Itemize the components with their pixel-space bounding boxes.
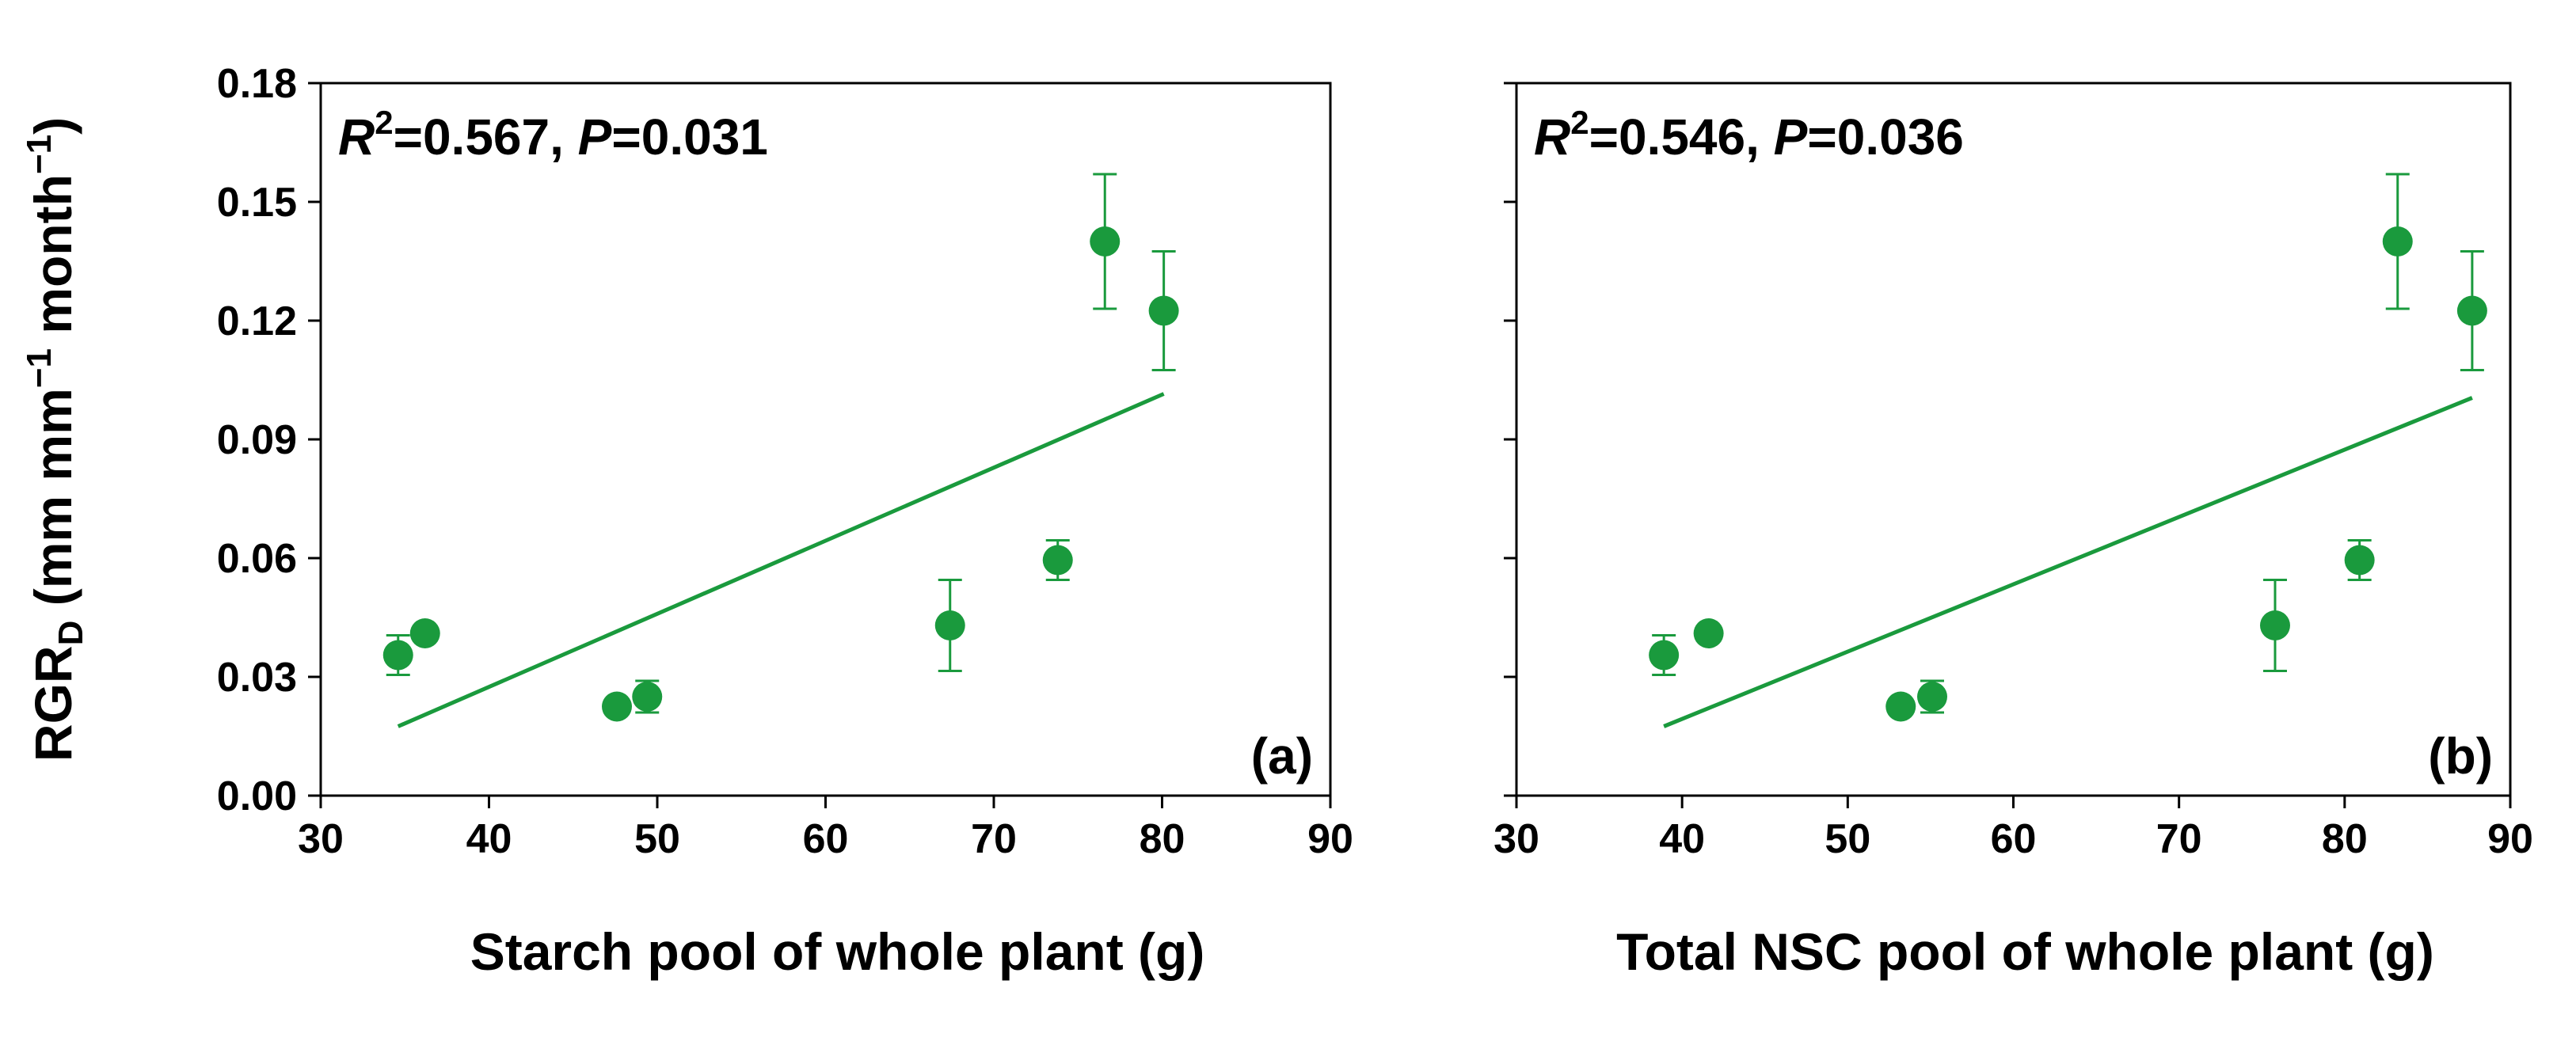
stats-annotation: R2=0.546, P=0.036 — [1534, 104, 1964, 165]
y-tick-label: 0.12 — [217, 298, 297, 344]
stats-p-label: P — [578, 108, 612, 165]
data-point — [632, 682, 663, 712]
x-tick-label: 60 — [1991, 816, 2037, 862]
data-point — [409, 618, 440, 648]
panel-b: 30 40 50 60 70 80 90 Total NSC pool of whole pl… — [1493, 82, 2533, 981]
y-axis-title: RGRD (mm mm−1 month−1) — [20, 117, 90, 762]
y-tick-label: 0.18 — [217, 61, 297, 107]
x-tick-label: 90 — [2487, 816, 2533, 862]
stats-r-value: =0.546, — [1589, 108, 1774, 165]
data-point — [602, 691, 632, 722]
stats-r-exp: 2 — [1570, 104, 1589, 141]
panel-label: (a) — [1251, 728, 1313, 785]
stats-p-value: =0.036 — [1807, 108, 1964, 165]
y-tick-label: 0.15 — [217, 180, 297, 226]
data-point — [1693, 618, 1724, 648]
data-point — [2344, 545, 2375, 576]
stats-annotation: R2=0.567, P=0.031 — [338, 104, 768, 165]
x-tick-label: 30 — [1493, 816, 1539, 862]
y-tick-label: 0.03 — [217, 655, 297, 701]
data-point — [1885, 691, 1916, 722]
y-title-exp1: −1 — [20, 348, 59, 388]
x-tick-label: 90 — [1307, 816, 1353, 862]
data-point — [1148, 295, 1179, 326]
stats-r-label: R — [338, 108, 375, 165]
y-title-units-b: month — [24, 174, 82, 348]
regression-line — [397, 392, 1165, 728]
x-tick-label: 80 — [2322, 816, 2368, 862]
stats-p-label: P — [1774, 108, 1808, 165]
y-tick-label: 0.09 — [217, 417, 297, 463]
x-tick-label: 40 — [1659, 816, 1705, 862]
y-title-units-a: (mm mm — [24, 388, 82, 620]
y-tick-label: 0.00 — [217, 773, 297, 819]
data-point — [2382, 226, 2413, 256]
stats-r-value: =0.567, — [394, 108, 578, 165]
data-point — [2456, 295, 2487, 326]
x-axis-title: Starch pool of whole plant (g) — [470, 922, 1205, 981]
x-tick-label: 50 — [1825, 816, 1870, 862]
x-tick-label: 80 — [1140, 816, 1185, 862]
regression-line — [1663, 396, 2473, 728]
panel-label: (b) — [2428, 728, 2493, 785]
x-tick-label: 60 — [803, 816, 849, 862]
y-title-close: ) — [24, 117, 82, 135]
data-point — [1649, 640, 1680, 671]
y-axis-title-group: RGRD (mm mm−1 month−1) — [20, 117, 90, 762]
y-title-main: RGR — [24, 645, 82, 762]
x-axis-title: Total NSC pool of whole plant (g) — [1616, 922, 2434, 981]
y-tick-label: 0.06 — [217, 536, 297, 582]
plot-frame — [1515, 82, 2512, 797]
stats-r-label: R — [1534, 108, 1570, 165]
plot-frame — [319, 82, 1332, 797]
data-point — [934, 610, 965, 640]
data-point — [382, 640, 413, 671]
stats-p-value: =0.031 — [611, 108, 768, 165]
x-tick-label: 50 — [634, 816, 680, 862]
x-tick-label: 30 — [298, 816, 344, 862]
panel-a: 30 40 50 60 70 80 90 0.00 0.03 0.06 0.09 0.12 0.15 0.… — [217, 61, 1353, 981]
x-tick-label: 40 — [466, 816, 512, 862]
stats-r-exp: 2 — [375, 104, 393, 141]
y-title-exp2: −1 — [20, 135, 59, 174]
data-point — [2259, 610, 2290, 640]
y-title-sub: D — [51, 621, 90, 646]
data-point — [1917, 682, 1948, 712]
data-point — [1090, 226, 1121, 256]
data-point — [1042, 545, 1073, 576]
x-tick-label: 70 — [971, 816, 1017, 862]
x-tick-label: 70 — [2156, 816, 2202, 862]
